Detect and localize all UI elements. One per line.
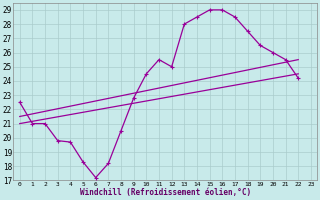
X-axis label: Windchill (Refroidissement éolien,°C): Windchill (Refroidissement éolien,°C) xyxy=(80,188,251,197)
